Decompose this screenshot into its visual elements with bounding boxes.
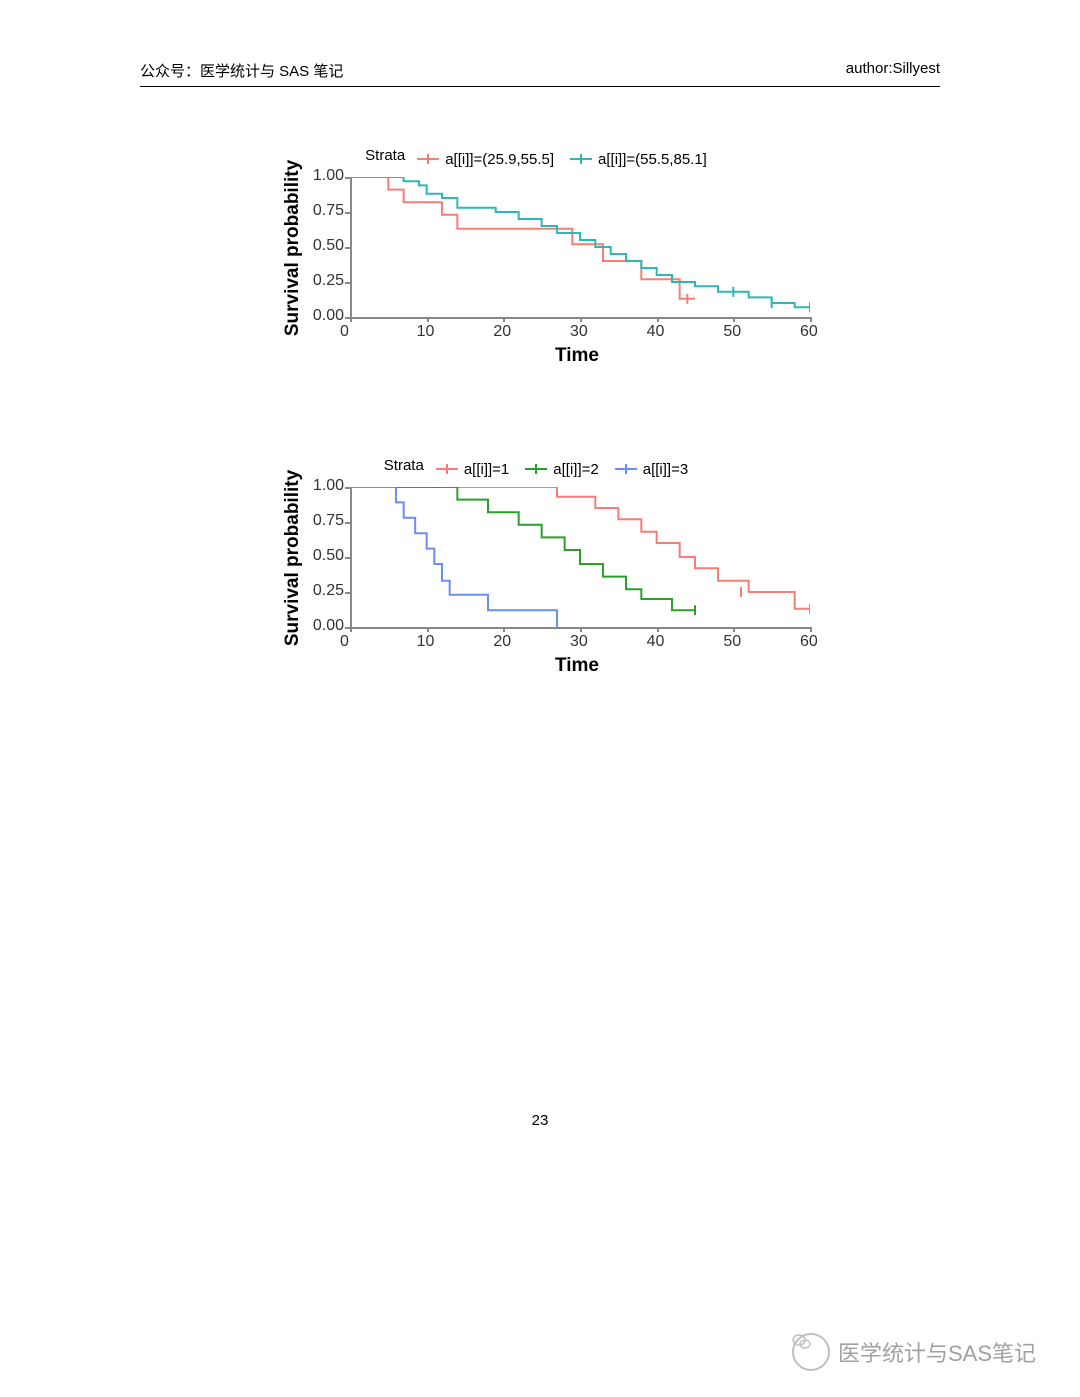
legend-label: a[[i]]=(25.9,55.5] [445,151,554,168]
legend-label: a[[i]]=3 [643,461,688,478]
legend-swatch [417,158,439,160]
legend-item: a[[i]]=(55.5,85.1] [570,151,707,168]
legend-label: a[[i]]=2 [553,461,598,478]
xtick [580,317,582,322]
curves-svg [350,177,810,317]
legend-item: a[[i]]=(25.9,55.5] [417,151,554,168]
xtick-label: 10 [417,633,435,651]
xtick [580,627,582,632]
legend-swatch [615,468,637,470]
legend-swatch [525,468,547,470]
survival-chart-1: Strata a[[i]]=(25.9,55.5] a[[i]]=(55.5,85.… [260,147,820,427]
xtick-label: 50 [723,633,741,651]
legend-title: Strata [384,457,424,474]
ytick-label: 1.00 [313,167,344,185]
xtick [427,317,429,322]
watermark: 医学统计与SAS笔记 [792,1333,1036,1371]
survival-curve [350,487,695,610]
curves-svg [350,487,810,627]
x-axis-label: Time [555,655,599,677]
legend-item: a[[i]]=3 [615,461,688,478]
y-axis-label: Survival probability [282,160,304,336]
xtick-label: 10 [417,323,435,341]
survival-chart-2: Strataa[[i]]=1a[[i]]=2a[[i]]=30.000.250.… [260,457,820,737]
y-axis-label: Survival probability [282,470,304,646]
survival-curve [350,177,695,299]
xtick [350,627,352,632]
ytick-label: 0.50 [313,547,344,565]
header-left: 公众号：医学统计与 SAS 笔记 [140,60,343,81]
legend-title: Strata [365,147,405,164]
legend-swatch [570,158,592,160]
survival-curve [350,487,557,627]
legend-item: a[[i]]=2 [525,461,598,478]
ytick-label: 0.75 [313,202,344,220]
legend-swatch [436,468,458,470]
legend-label: a[[i]]=(55.5,85.1] [598,151,707,168]
ytick-label: 0.25 [313,582,344,600]
xtick [810,627,812,632]
xtick-label: 30 [570,633,588,651]
legend-item: a[[i]]=1 [436,461,509,478]
xtick-label: 60 [800,633,818,651]
xtick [657,627,659,632]
xtick [350,317,352,322]
xtick [733,317,735,322]
page-number: 23 [532,1112,549,1129]
xtick [503,317,505,322]
document-header: 公众号：医学统计与 SAS 笔记 author:Sillyest [140,60,940,87]
xtick-label: 50 [723,323,741,341]
xtick-label: 0 [340,323,349,341]
xtick-label: 20 [493,633,511,651]
xtick-label: 0 [340,633,349,651]
xtick-label: 40 [647,323,665,341]
survival-curve [350,177,810,307]
chart-legend: Strata a[[i]]=(25.9,55.5] a[[i]]=(55.5,85.… [260,147,820,168]
xtick-label: 60 [800,323,818,341]
xtick [427,627,429,632]
xtick [810,317,812,322]
ytick-label: 0.75 [313,512,344,530]
chart-legend: Strata a[[i]]=1 a[[i]]=2 a[[i]]=3 [260,457,820,478]
wechat-icon [792,1333,830,1371]
xtick [503,627,505,632]
ytick-label: 0.25 [313,272,344,290]
legend-label: a[[i]]=1 [464,461,509,478]
x-axis-label: Time [555,345,599,367]
watermark-text: 医学统计与SAS笔记 [838,1336,1036,1368]
xtick-label: 40 [647,633,665,651]
header-right: author:Sillyest [846,60,940,81]
xtick [657,317,659,322]
ytick-label: 1.00 [313,477,344,495]
xtick-label: 30 [570,323,588,341]
ytick-label: 0.50 [313,237,344,255]
xtick [733,627,735,632]
xtick-label: 20 [493,323,511,341]
